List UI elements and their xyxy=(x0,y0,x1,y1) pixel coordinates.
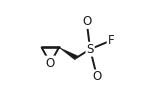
Polygon shape xyxy=(59,47,78,60)
Text: F: F xyxy=(108,34,114,47)
Text: O: O xyxy=(82,15,91,28)
Text: S: S xyxy=(86,43,94,56)
Text: O: O xyxy=(92,70,102,83)
Text: O: O xyxy=(46,57,55,70)
